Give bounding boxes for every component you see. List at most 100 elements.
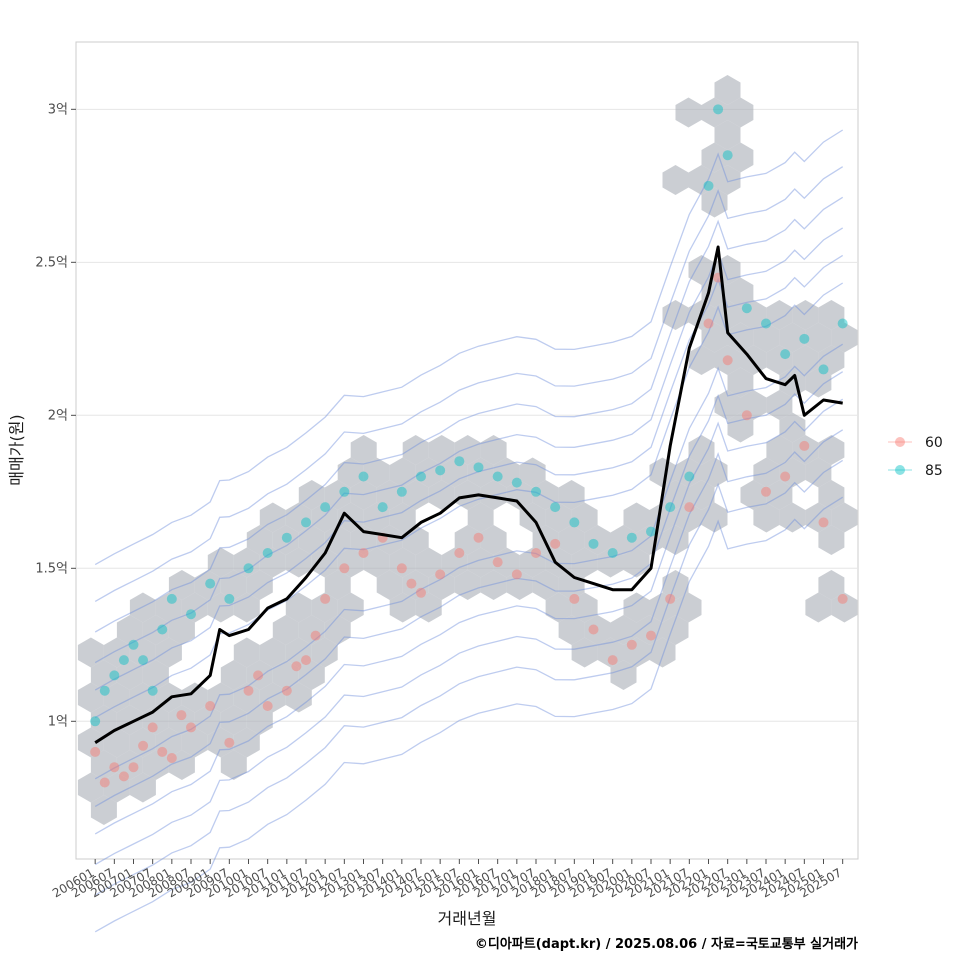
point-60 [511, 569, 522, 580]
point-85 [780, 349, 791, 360]
hexbin-cell [376, 480, 403, 510]
hexbin-cell [740, 480, 767, 510]
point-60 [186, 722, 196, 733]
point-60 [176, 710, 187, 721]
hexbin-cell [675, 97, 702, 128]
y-tick-label: 1.5억 [35, 561, 68, 576]
hexbin-cell [688, 435, 715, 465]
point-85 [713, 104, 724, 115]
hexbin-cell [701, 97, 728, 128]
hexbin-cell [766, 345, 793, 375]
hexbin-cell [129, 682, 156, 713]
hexbin-cell [129, 592, 156, 623]
point-85 [186, 609, 196, 620]
hexbin-cell [688, 165, 715, 195]
hexbin-cell [467, 502, 494, 533]
hexbin-cell [233, 682, 260, 713]
hexbin-cell [207, 592, 234, 623]
point-60 [473, 532, 484, 543]
hexbin-cell [220, 705, 247, 735]
hexbin-cell [181, 592, 208, 623]
hexbin-cell [402, 435, 429, 465]
hexbin-cell [610, 660, 637, 690]
hexbin-cell [727, 277, 754, 308]
point-60 [722, 355, 733, 366]
hexbin-cell [662, 570, 689, 600]
point-60 [416, 587, 426, 598]
point-60 [741, 410, 752, 421]
point-85 [243, 563, 254, 574]
density-contour [94, 129, 844, 566]
point-85 [224, 593, 235, 604]
y-tick-label: 2억 [48, 408, 68, 423]
hexbin-cell [545, 592, 572, 623]
hexbin-cell [792, 345, 819, 375]
density-contour [94, 254, 844, 691]
hexbin-cell [116, 615, 143, 645]
hexbin-cell [454, 570, 481, 600]
hexbin-cell [701, 502, 728, 533]
hexbin-cell [805, 367, 832, 398]
hexbin-cell [363, 502, 390, 533]
point-60 [128, 762, 139, 773]
hexbin-cell [441, 457, 468, 488]
hexbin-cell [103, 637, 130, 668]
point-60 [243, 685, 254, 696]
hexbin-cell [285, 637, 312, 668]
hexbin-cell [155, 637, 182, 668]
hexbin-cell [818, 480, 845, 510]
legend-key-point [895, 437, 905, 447]
hexbin-cell [389, 547, 416, 578]
hexbin-cell [116, 750, 143, 780]
point-85 [416, 471, 426, 482]
hexbin-cell [480, 480, 507, 510]
point-85 [722, 150, 733, 161]
point-85 [118, 655, 129, 666]
point-60 [138, 740, 149, 751]
hexbin-cell [116, 660, 143, 690]
hexbin-cell [220, 570, 247, 600]
point-85 [703, 180, 714, 191]
hexbin-cell [337, 547, 364, 578]
density-contour [94, 196, 844, 633]
hexbin-cell [792, 300, 819, 330]
point-60 [109, 762, 120, 773]
hexbin-cell [233, 592, 260, 623]
hexbin-cell [246, 525, 273, 555]
hexbin-cell [207, 682, 234, 713]
hexbin-cell [766, 300, 793, 330]
legend-key-point [895, 465, 905, 475]
point-60 [253, 670, 264, 681]
hexbin-cell [584, 525, 611, 555]
hexbin-cell [493, 547, 520, 578]
hexbin-cell [714, 300, 741, 330]
point-60 [310, 630, 321, 641]
hexbin-cell [727, 367, 754, 398]
hexbin-cell [311, 547, 338, 578]
hexbin-cell [649, 637, 676, 668]
hexbin-cell [90, 705, 117, 735]
hexbin-cell [675, 457, 702, 488]
point-85 [837, 318, 848, 329]
hexbin-cell [766, 435, 793, 465]
hexbin-cell [571, 547, 598, 578]
hexbin-cell [194, 705, 221, 735]
points-layer [90, 104, 848, 788]
point-85 [128, 639, 139, 650]
y-tick-label: 1억 [48, 714, 68, 729]
point-60 [550, 538, 561, 549]
point-60 [99, 777, 110, 788]
point-60 [703, 318, 714, 329]
point-85 [550, 502, 561, 513]
hexbin-cell [350, 480, 377, 510]
hexbin-cell [714, 120, 741, 150]
point-85 [607, 548, 618, 559]
hexbin-cell [623, 547, 650, 578]
hexbin-cell [753, 502, 780, 533]
hexbin-cell [519, 547, 546, 578]
point-60 [262, 701, 273, 712]
hexbin-cell [428, 435, 455, 465]
hexbin-cell [532, 480, 559, 510]
point-85 [761, 318, 771, 329]
hexbin-cell [467, 547, 494, 578]
